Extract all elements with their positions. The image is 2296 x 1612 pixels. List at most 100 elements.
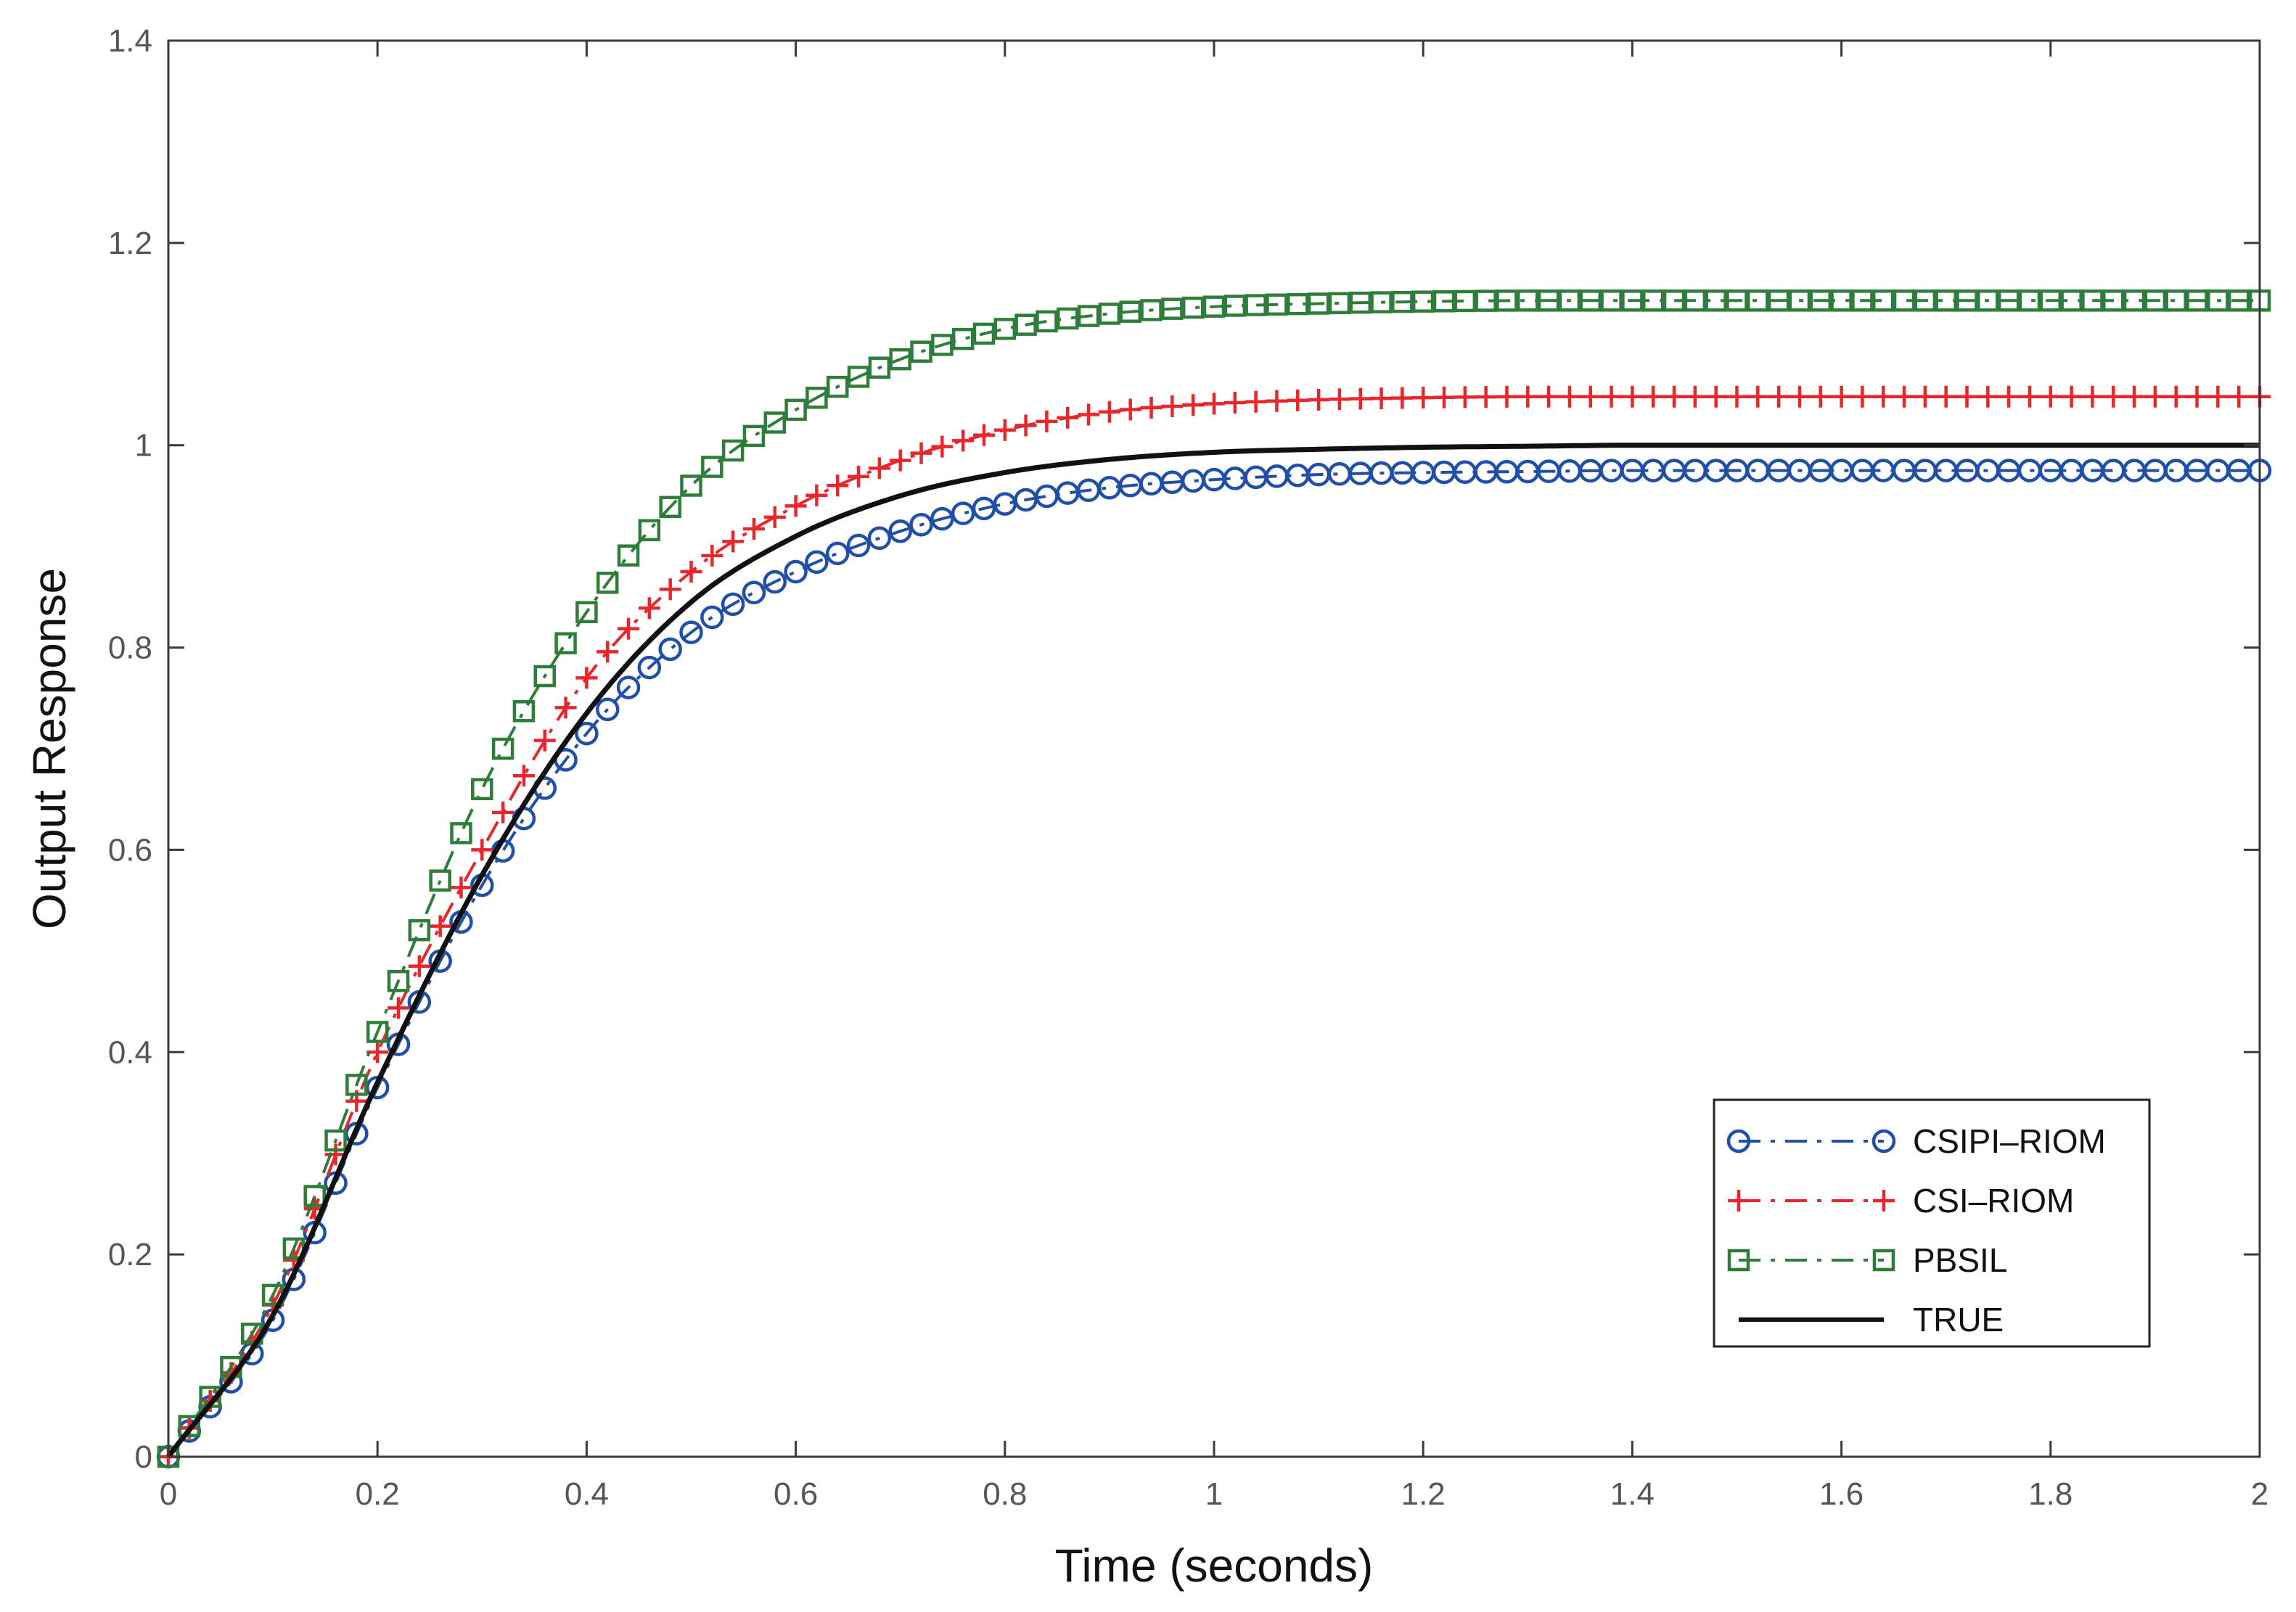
data-point-marker xyxy=(1997,289,2020,312)
data-point-marker xyxy=(2144,385,2166,408)
data-point-marker xyxy=(429,869,451,892)
legend: CSIPI–RIOM CSI–RIOM PBSIL TRUE xyxy=(1713,1098,2151,1348)
data-point-marker xyxy=(575,721,599,746)
data-point-marker xyxy=(1663,385,1686,408)
data-point-marker xyxy=(1977,289,1999,312)
data-point-marker xyxy=(1077,305,1100,327)
data-point-marker xyxy=(1956,385,1978,408)
data-point-marker xyxy=(1203,392,1225,415)
y-tick-label: 1.2 xyxy=(108,226,152,261)
legend-entry: TRUE xyxy=(1739,1301,2004,1338)
data-point-marker xyxy=(910,442,932,464)
data-point-marker xyxy=(596,572,619,594)
data-point-marker xyxy=(805,387,828,409)
data-point-marker xyxy=(2039,385,2062,408)
data-point-marker xyxy=(1851,385,1874,408)
data-point-marker xyxy=(742,517,765,540)
data-point-marker xyxy=(805,484,828,506)
data-point-marker xyxy=(2081,385,2104,408)
data-point-marker xyxy=(993,419,1016,441)
data-point-marker xyxy=(868,457,890,480)
data-point-marker xyxy=(618,617,640,640)
data-point-marker xyxy=(1411,290,1435,313)
data-point-marker xyxy=(2081,289,2104,312)
data-point-marker xyxy=(1642,385,1665,408)
data-point-marker xyxy=(1809,385,1832,408)
data-point-marker xyxy=(805,550,829,575)
data-point-marker xyxy=(2060,289,2083,312)
data-point-marker xyxy=(1287,292,1309,316)
data-point-marker xyxy=(387,969,410,992)
data-point-marker xyxy=(1496,289,1518,312)
data-point-marker xyxy=(1747,385,1769,408)
data-point-marker xyxy=(2102,289,2125,312)
data-point-marker xyxy=(1391,387,1414,409)
data-point-marker xyxy=(784,559,808,584)
data-point-marker xyxy=(1517,385,1539,408)
data-point-marker xyxy=(1914,385,1936,408)
data-point-marker xyxy=(847,366,870,388)
data-point-marker xyxy=(659,495,681,519)
data-point-marker xyxy=(680,561,702,583)
data-point-marker xyxy=(1788,385,1811,408)
data-point-marker xyxy=(1391,290,1414,313)
data-point-marker xyxy=(595,697,620,722)
data-point-marker xyxy=(951,328,975,350)
data-point-marker xyxy=(2165,385,2187,408)
data-point-marker xyxy=(1600,385,1623,408)
data-point-marker xyxy=(1287,389,1309,411)
data-point-marker xyxy=(972,424,995,446)
data-point-marker xyxy=(680,474,702,497)
legend-label: CSIPI–RIOM xyxy=(1913,1122,2106,1160)
data-point-marker xyxy=(1370,387,1393,410)
legend-entry: CSI–RIOM xyxy=(1728,1182,2074,1220)
legend-marker xyxy=(1727,1249,1750,1272)
data-point-marker xyxy=(2207,289,2229,312)
legend-label: TRUE xyxy=(1913,1301,2004,1338)
legend-label: PBSIL xyxy=(1913,1241,2007,1279)
data-point-marker xyxy=(701,456,723,478)
legend-marker xyxy=(1728,1190,1750,1212)
x-tick-label: 1.4 xyxy=(1610,1476,1655,1512)
x-tick-label: 0.2 xyxy=(356,1476,400,1512)
data-point-marker xyxy=(1140,396,1163,419)
data-point-marker xyxy=(492,801,514,823)
data-point-marker xyxy=(1036,410,1058,432)
data-point-marker xyxy=(1266,293,1288,316)
data-point-marker xyxy=(1454,289,1477,313)
data-point-marker xyxy=(1517,289,1539,312)
data-point-marker xyxy=(533,729,556,752)
data-point-marker xyxy=(700,605,724,630)
data-point-marker xyxy=(575,667,598,689)
data-point-marker xyxy=(1057,307,1079,330)
data-point-marker xyxy=(1057,406,1079,429)
data-point-marker xyxy=(638,597,660,620)
data-point-marker xyxy=(1893,385,1916,408)
data-point-marker xyxy=(951,501,975,525)
data-point-marker xyxy=(1809,289,1832,312)
data-point-marker xyxy=(1872,385,1895,408)
legend-marker xyxy=(1871,1129,1896,1154)
data-point-marker xyxy=(1579,385,1602,408)
data-point-marker xyxy=(1119,300,1141,323)
data-point-marker xyxy=(1726,289,1748,312)
data-point-marker xyxy=(742,580,766,605)
data-point-marker xyxy=(2228,385,2250,408)
data-point-marker xyxy=(1956,289,1978,312)
x-tick-label: 1.6 xyxy=(1819,1476,1864,1512)
data-point-marker xyxy=(638,519,661,542)
data-point-marker xyxy=(1475,386,1497,408)
data-point-marker xyxy=(616,675,641,699)
data-point-marker xyxy=(2186,289,2208,312)
data-point-marker xyxy=(763,506,786,528)
data-point-marker xyxy=(1202,295,1226,318)
data-point-marker xyxy=(1914,289,1937,312)
x-tick-label: 0.6 xyxy=(774,1476,818,1512)
data-point-marker xyxy=(1684,289,1707,312)
data-point-marker xyxy=(867,526,892,551)
y-tick-label: 1 xyxy=(135,428,152,464)
data-point-marker xyxy=(303,1185,326,1207)
data-point-marker xyxy=(366,1041,389,1064)
data-point-marker xyxy=(889,348,911,371)
